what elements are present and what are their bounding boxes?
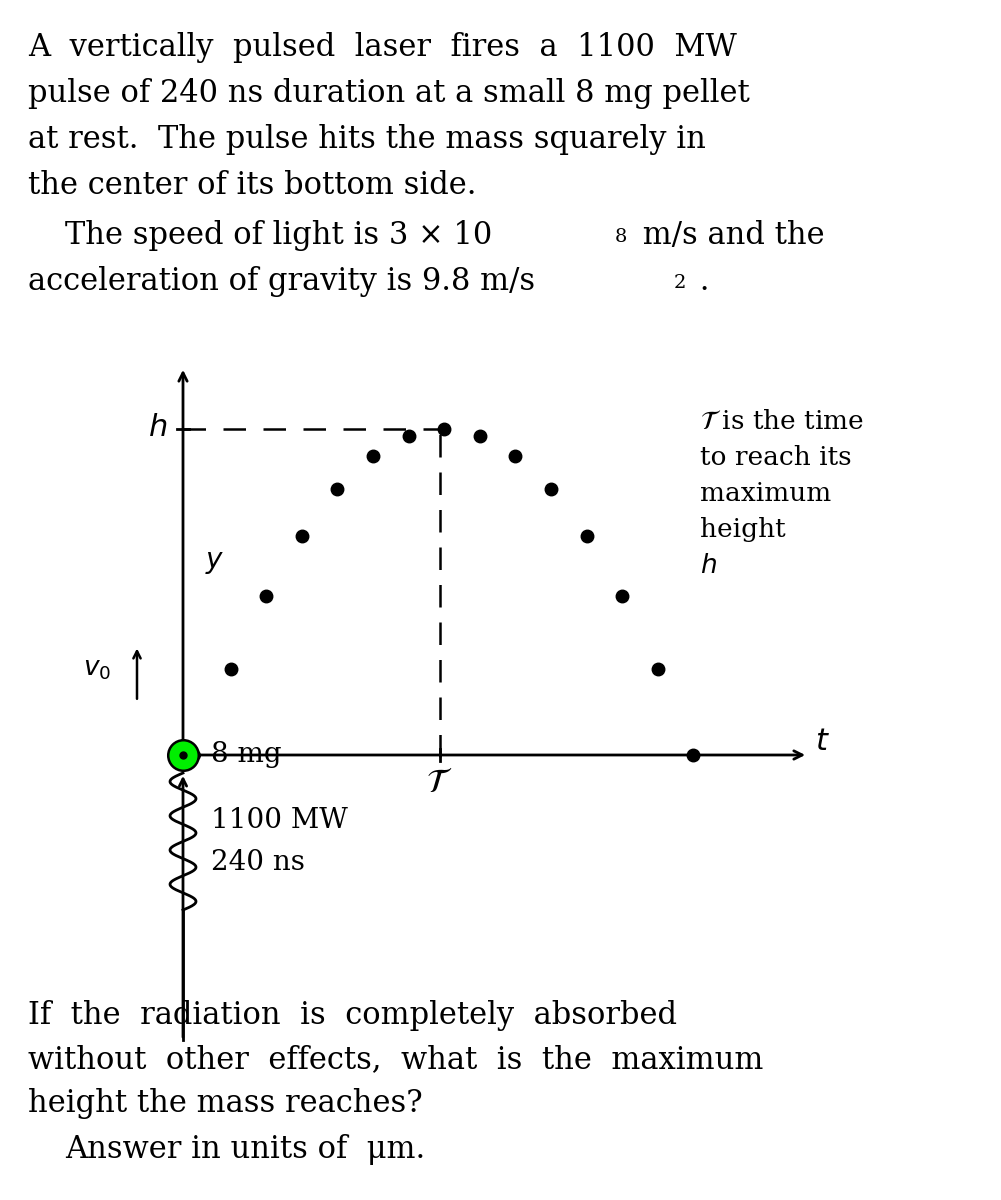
Text: A  vertically  pulsed  laser  fires  a  1100  MW: A vertically pulsed laser fires a 1100 M… — [28, 32, 737, 62]
Text: 8 mg: 8 mg — [211, 740, 281, 768]
Text: .: . — [690, 266, 710, 296]
Text: If  the  radiation  is  completely  absorbed: If the radiation is completely absorbed — [28, 1000, 677, 1031]
Text: $\mathcal{T}$ is the time
to reach its
maximum
height
$h$: $\mathcal{T}$ is the time to reach its m… — [700, 409, 864, 578]
Text: Answer in units of  μm.: Answer in units of μm. — [65, 1134, 425, 1165]
Text: without  other  effects,  what  is  the  maximum: without other effects, what is the maxim… — [28, 1044, 764, 1075]
Text: $\mathcal{T}$: $\mathcal{T}$ — [426, 767, 452, 799]
Text: m/s and the: m/s and the — [633, 220, 825, 251]
Text: pulse of 240 ns duration at a small 8 mg pellet: pulse of 240 ns duration at a small 8 mg… — [28, 78, 750, 109]
Text: $v_0$: $v_0$ — [83, 658, 111, 682]
Text: The speed of light is 3 × 10: The speed of light is 3 × 10 — [65, 220, 492, 251]
Text: the center of its bottom side.: the center of its bottom side. — [28, 170, 476, 200]
Text: 1100 MW: 1100 MW — [211, 806, 348, 834]
Text: $h$: $h$ — [148, 412, 167, 443]
Text: $t$: $t$ — [815, 726, 830, 756]
Text: 8: 8 — [615, 228, 628, 246]
Text: acceleration of gravity is 9.8 m/s: acceleration of gravity is 9.8 m/s — [28, 266, 536, 296]
Text: 240 ns: 240 ns — [211, 848, 305, 876]
Text: 2: 2 — [674, 274, 687, 292]
Text: at rest.  The pulse hits the mass squarely in: at rest. The pulse hits the mass squarel… — [28, 124, 706, 155]
Text: height the mass reaches?: height the mass reaches? — [28, 1088, 422, 1118]
Text: $y$: $y$ — [205, 550, 224, 576]
